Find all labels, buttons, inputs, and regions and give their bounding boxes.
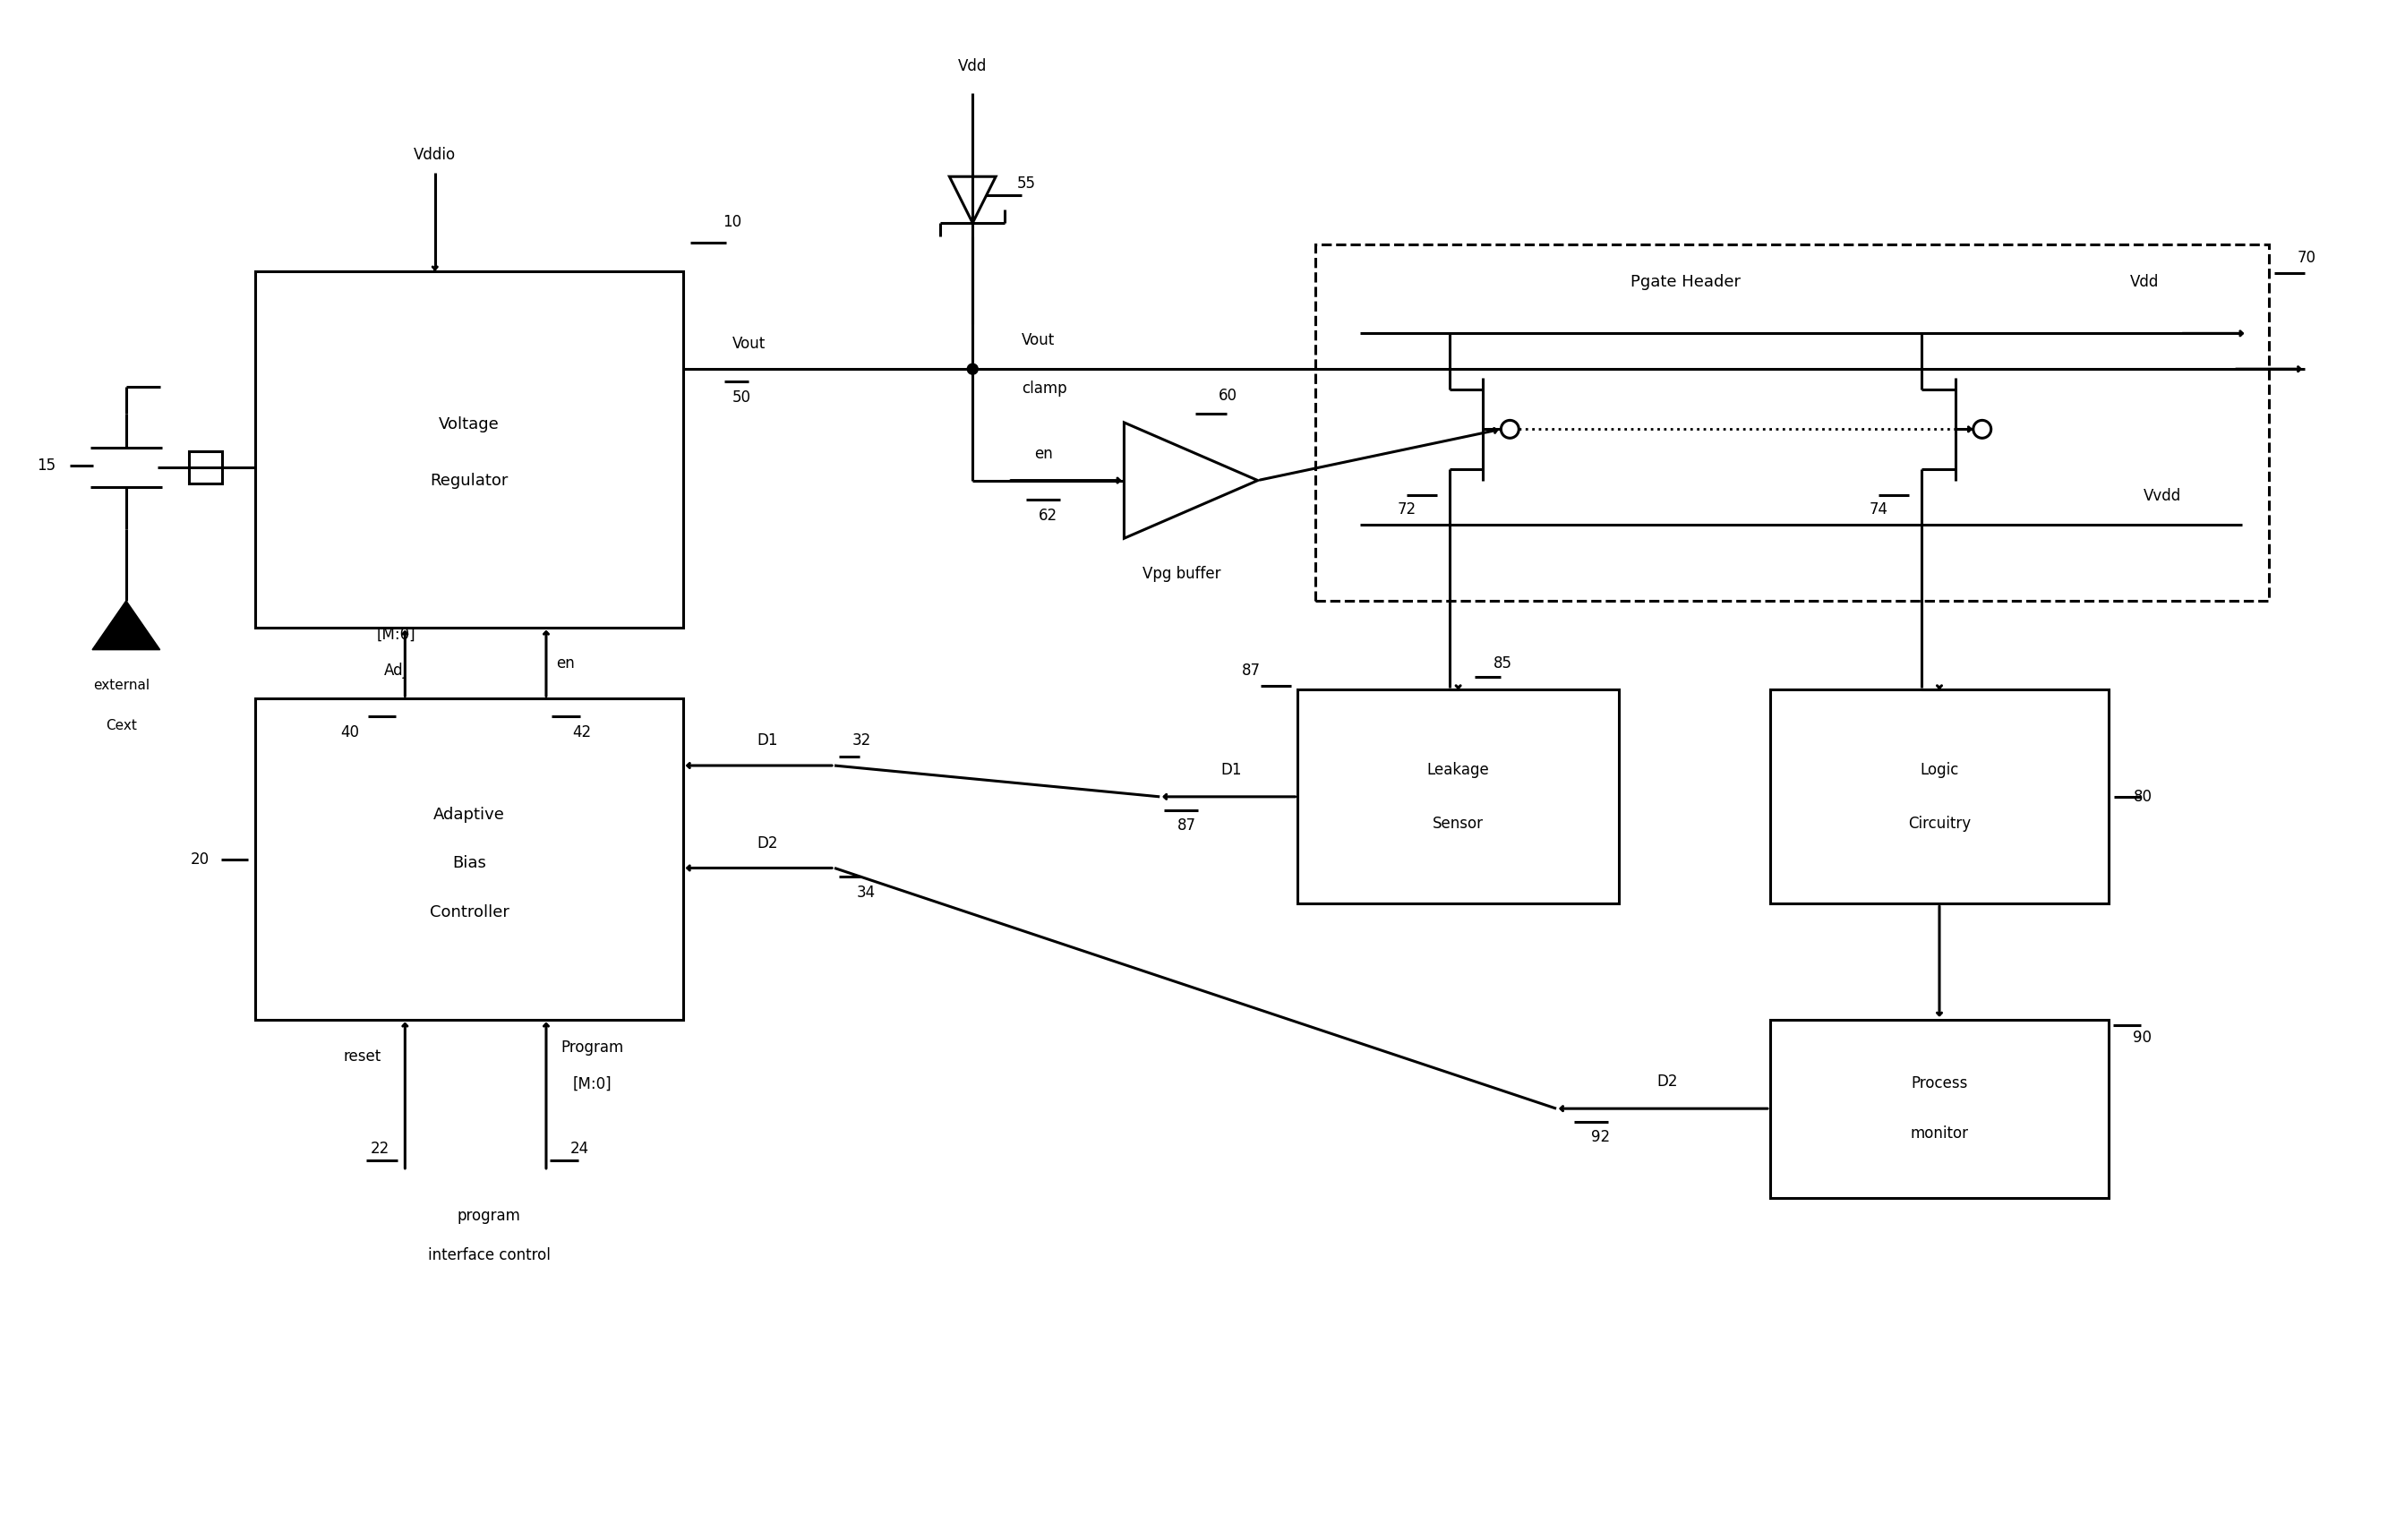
Text: Vdd: Vdd bbox=[957, 59, 986, 74]
Text: reset: reset bbox=[344, 1049, 380, 1066]
Bar bbox=[1770, 690, 2109, 904]
Bar bbox=[255, 271, 683, 627]
Text: Sensor: Sensor bbox=[1433, 815, 1484, 832]
Text: 87: 87 bbox=[1241, 662, 1260, 678]
Text: program: program bbox=[457, 1207, 519, 1224]
Text: 40: 40 bbox=[342, 724, 358, 741]
Text: Regulator: Regulator bbox=[430, 473, 507, 488]
Text: clamp: clamp bbox=[1022, 380, 1068, 397]
Text: 15: 15 bbox=[36, 457, 55, 473]
Text: Pgate Header: Pgate Header bbox=[1631, 274, 1741, 290]
Text: Vout: Vout bbox=[731, 336, 765, 353]
Text: Vvdd: Vvdd bbox=[2143, 488, 2181, 505]
Text: Adj: Adj bbox=[385, 662, 409, 678]
Text: 55: 55 bbox=[1017, 176, 1037, 192]
Text: en: en bbox=[1034, 445, 1053, 462]
Text: 60: 60 bbox=[1219, 388, 1239, 403]
Text: 62: 62 bbox=[1039, 508, 1058, 524]
Text: 74: 74 bbox=[1869, 502, 1888, 517]
Circle shape bbox=[967, 363, 979, 374]
Text: 72: 72 bbox=[1397, 502, 1417, 517]
Text: 34: 34 bbox=[856, 885, 875, 901]
Text: 87: 87 bbox=[1176, 818, 1195, 833]
Text: Bias: Bias bbox=[452, 856, 486, 872]
Text: D2: D2 bbox=[1657, 1073, 1679, 1090]
Text: 22: 22 bbox=[370, 1141, 390, 1157]
Text: Controller: Controller bbox=[430, 904, 510, 921]
Text: 85: 85 bbox=[1494, 654, 1513, 671]
Bar bbox=[188, 451, 221, 484]
Text: 24: 24 bbox=[570, 1141, 589, 1157]
Text: en: en bbox=[556, 654, 575, 671]
Text: monitor: monitor bbox=[1910, 1126, 1970, 1141]
Text: external: external bbox=[94, 679, 149, 691]
Text: 32: 32 bbox=[851, 733, 871, 748]
Text: Vpg buffer: Vpg buffer bbox=[1142, 565, 1222, 582]
Text: 90: 90 bbox=[2133, 1029, 2152, 1046]
Text: 20: 20 bbox=[190, 852, 209, 867]
Text: 42: 42 bbox=[572, 724, 592, 741]
Text: 50: 50 bbox=[731, 390, 750, 405]
Text: D1: D1 bbox=[758, 733, 779, 748]
Text: Logic: Logic bbox=[1919, 762, 1958, 778]
Text: 70: 70 bbox=[2297, 249, 2316, 266]
Text: Program: Program bbox=[560, 1040, 623, 1056]
Text: Vddio: Vddio bbox=[414, 148, 457, 163]
Text: Leakage: Leakage bbox=[1426, 762, 1489, 778]
Text: D1: D1 bbox=[1219, 762, 1241, 778]
Text: [M:0]: [M:0] bbox=[572, 1075, 611, 1092]
Text: Circuitry: Circuitry bbox=[1907, 815, 1970, 832]
Text: Cext: Cext bbox=[106, 719, 137, 731]
Bar bbox=[1299, 690, 1619, 904]
Bar bbox=[1316, 245, 2268, 601]
Bar bbox=[1770, 1019, 2109, 1198]
Text: Voltage: Voltage bbox=[438, 416, 500, 433]
Text: 80: 80 bbox=[2133, 788, 2152, 805]
Text: Vdd: Vdd bbox=[2131, 274, 2160, 290]
Text: Adaptive: Adaptive bbox=[433, 807, 505, 822]
Text: Vout: Vout bbox=[1022, 333, 1056, 348]
Text: [M:0]: [M:0] bbox=[378, 627, 416, 642]
Text: 10: 10 bbox=[722, 214, 741, 229]
Bar bbox=[255, 699, 683, 1019]
Text: Process: Process bbox=[1912, 1075, 1967, 1092]
Polygon shape bbox=[91, 601, 161, 650]
Text: D2: D2 bbox=[758, 835, 779, 852]
Text: 92: 92 bbox=[1592, 1129, 1611, 1146]
Text: interface control: interface control bbox=[428, 1247, 551, 1264]
